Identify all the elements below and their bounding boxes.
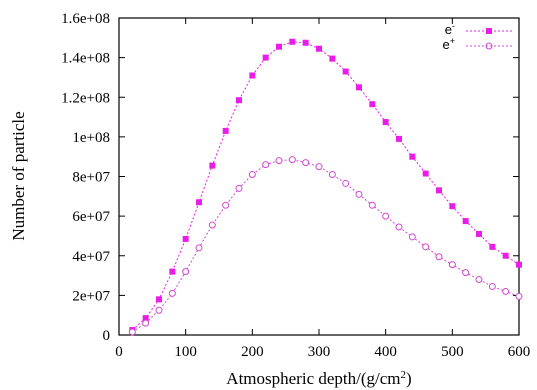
y-tick-label: 1e+08: [72, 130, 110, 146]
y-tick-label: 8e+07: [72, 170, 110, 186]
data-point-e-plus: [355, 190, 363, 198]
x-tick-label: 100: [174, 344, 197, 360]
data-point-e-minus: [329, 55, 336, 62]
data-point-e-minus: [276, 43, 282, 50]
data-point-e-plus: [182, 268, 190, 276]
y-tick-label: 1.4e+08: [61, 51, 110, 67]
axis-ticks: 0 100 200 300 400 500 600 0 2e+07 4e+07 6e+07 8e+07…: [61, 11, 530, 360]
x-tick-label: 300: [308, 344, 331, 360]
data-point-e-plus: [142, 319, 150, 327]
data-point-e-minus: [236, 97, 242, 104]
series-line-0: [131, 41, 520, 331]
data-point-e-minus: [422, 170, 429, 177]
data-point-e-plus: [302, 159, 310, 167]
legend: e- e+: [443, 21, 512, 52]
data-point-e-plus: [208, 221, 216, 229]
x-tick-label: 200: [241, 344, 264, 360]
data-point-e-plus: [222, 201, 230, 209]
data-point-e-minus: [169, 268, 176, 275]
data-point-e-plus: [395, 223, 403, 231]
y-tick-label: 1.2e+08: [61, 90, 110, 106]
data-point-e-plus: [515, 292, 523, 300]
y-tick-label: 0: [103, 328, 111, 344]
legend-marker-e-minus: [486, 28, 492, 34]
data-point-e-plus: [435, 253, 443, 261]
data-point-e-plus: [422, 243, 430, 251]
data-point-e-minus: [156, 296, 162, 303]
y-tick-label: 4e+07: [72, 249, 110, 265]
data-point-e-plus: [315, 163, 323, 171]
data-point-e-minus: [289, 38, 296, 45]
data-point-e-plus: [168, 289, 176, 297]
data-point-e-minus: [262, 54, 269, 61]
y-tick-label: 2e+07: [72, 288, 110, 304]
data-point-e-minus: [396, 135, 402, 142]
plot-frame: [118, 17, 520, 336]
data-point-e-plus: [475, 276, 483, 284]
data-point-e-minus: [356, 84, 362, 91]
legend-label-e-minus: e-: [445, 21, 455, 37]
data-point-e-plus: [488, 282, 496, 290]
data-point-e-minus: [316, 45, 322, 52]
legend-marker-e-plus: [485, 42, 493, 50]
x-tick-label: 600: [508, 344, 531, 360]
data-point-e-plus: [128, 328, 136, 336]
data-point-e-minus: [209, 162, 216, 169]
data-point-e-plus: [448, 261, 456, 269]
data-point-e-minus: [476, 230, 482, 237]
data-point-e-plus: [275, 157, 283, 165]
y-tick-label: 6e+07: [72, 209, 110, 225]
data-point-e-minus: [409, 153, 416, 160]
data-point-e-minus: [436, 187, 442, 194]
data-point-e-plus: [382, 212, 390, 220]
data-point-e-plus: [195, 244, 203, 252]
data-point-e-minus: [342, 68, 349, 75]
y-axis-title: Number of particle: [9, 111, 28, 240]
data-point-e-minus: [369, 101, 376, 108]
data-point-e-minus: [462, 218, 469, 225]
y-tick-label: 1.6e+08: [61, 11, 110, 27]
data-point-e-minus: [449, 203, 456, 210]
data-point-e-minus: [142, 315, 149, 322]
data-point-e-plus: [342, 179, 350, 187]
data-point-e-minus: [222, 127, 229, 134]
data-point-e-minus: [182, 235, 189, 242]
data-point-e-minus: [382, 119, 389, 126]
data-point-e-plus: [408, 233, 416, 241]
data-point-e-minus: [249, 72, 256, 79]
x-tick-label: 400: [374, 344, 397, 360]
data-point-e-plus: [155, 306, 163, 314]
series-line-1: [132, 159, 520, 333]
data-point-e-minus: [489, 243, 496, 250]
data-point-e-minus: [502, 252, 509, 259]
data-point-e-plus: [235, 184, 243, 192]
data-point-e-minus: [302, 39, 309, 46]
data-point-e-plus: [248, 171, 256, 179]
x-tick-label: 500: [441, 344, 464, 360]
data-point-e-plus: [502, 287, 510, 295]
x-tick-label: 0: [115, 344, 123, 360]
series-layer: [128, 38, 523, 336]
x-axis-title: Atmospheric depth/(g/cm2): [226, 369, 411, 388]
data-point-e-plus: [462, 269, 470, 277]
data-point-e-minus: [196, 199, 202, 206]
data-point-e-plus: [262, 161, 270, 169]
data-point-e-minus: [516, 261, 522, 268]
data-point-e-plus: [328, 171, 336, 179]
legend-label-e-plus: e+: [443, 36, 456, 52]
data-point-e-plus: [368, 201, 376, 209]
data-point-e-plus: [288, 156, 296, 164]
